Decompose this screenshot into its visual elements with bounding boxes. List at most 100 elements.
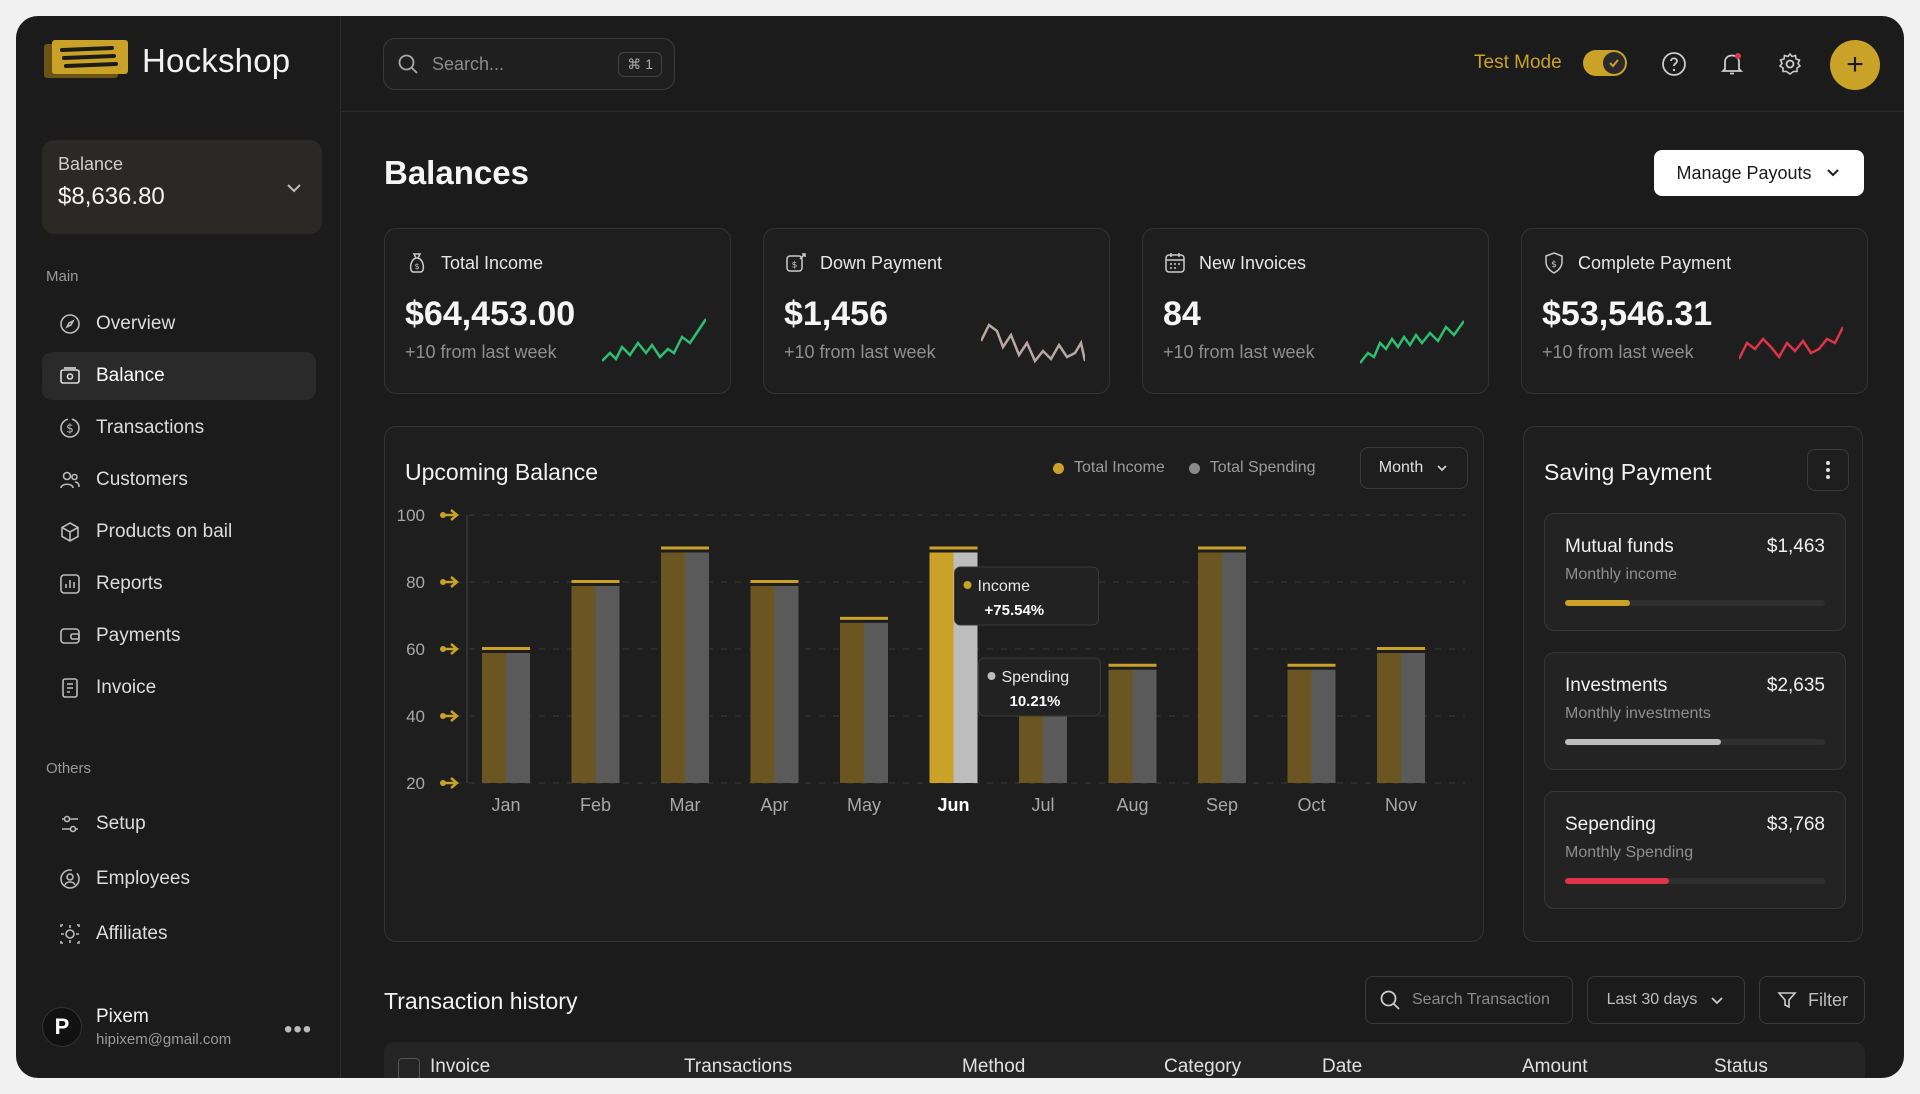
sidebar-item-overview[interactable]: Overview bbox=[42, 300, 316, 348]
sidebar-item-transactions[interactable]: $ Transactions bbox=[42, 404, 316, 452]
brand-logo[interactable]: Hockshop bbox=[42, 38, 290, 84]
top-bar: Search... ⌘ 1 Test Mode + bbox=[341, 16, 1904, 112]
progress-fill bbox=[1565, 739, 1721, 745]
wallet-icon bbox=[60, 367, 80, 384]
sidebar-item-reports[interactable]: Reports bbox=[42, 560, 316, 608]
app-window: Hockshop Balance $8,636.80 Main Overview… bbox=[16, 16, 1904, 1078]
section-title-others: Others bbox=[46, 760, 92, 777]
sidebar-item-balance[interactable]: Balance bbox=[42, 352, 316, 400]
search-icon bbox=[398, 54, 418, 74]
x-tick-label: Jan bbox=[491, 795, 520, 815]
column-header-amount[interactable]: Amount bbox=[1522, 1056, 1588, 1077]
search-input[interactable]: Search... ⌘ 1 bbox=[383, 38, 675, 90]
tooltip-spending bbox=[978, 657, 1101, 717]
saving-name: Investments bbox=[1565, 675, 1668, 696]
income-bar bbox=[750, 586, 775, 783]
tooltip-income bbox=[954, 566, 1099, 626]
saving-item-spending[interactable]: Sepending $3,768 Monthly Spending bbox=[1544, 791, 1846, 909]
income-bar bbox=[840, 622, 864, 783]
sidebar-item-label: Balance bbox=[96, 365, 165, 386]
transaction-search-placeholder: Search Transaction bbox=[1412, 991, 1550, 1008]
spending-bar bbox=[685, 552, 709, 783]
gear-icon[interactable] bbox=[1777, 51, 1803, 77]
balance-selector[interactable]: Balance $8,636.80 bbox=[42, 140, 322, 234]
filter-icon bbox=[1777, 992, 1797, 1009]
compass-icon bbox=[60, 314, 80, 334]
progress-fill bbox=[1565, 600, 1630, 606]
income-bar-cap bbox=[1108, 663, 1157, 667]
progress-track bbox=[1565, 878, 1825, 884]
column-header-method[interactable]: Method bbox=[962, 1056, 1026, 1077]
notification-bell-icon[interactable] bbox=[1719, 51, 1745, 77]
spending-bar bbox=[1132, 669, 1157, 783]
section-title-main: Main bbox=[46, 268, 79, 285]
chart-title: Upcoming Balance bbox=[405, 459, 599, 485]
tooltip-spending-value: 10.21% bbox=[1010, 693, 1061, 710]
user-name: Pixem bbox=[96, 1006, 149, 1027]
select-all-checkbox[interactable] bbox=[398, 1058, 420, 1078]
filter-button[interactable]: Filter bbox=[1759, 976, 1865, 1024]
column-header-date[interactable]: Date bbox=[1322, 1056, 1363, 1077]
period-select[interactable]: Month bbox=[1360, 447, 1468, 489]
column-header-invoice[interactable]: Invoice bbox=[430, 1056, 491, 1077]
sparkline-total-income bbox=[602, 318, 706, 362]
stat-label: Total Income bbox=[441, 252, 544, 273]
sidebar-item-payments[interactable]: Payments bbox=[42, 612, 316, 660]
transaction-search-input[interactable]: Search Transaction bbox=[1365, 976, 1573, 1024]
saving-desc: Monthly Spending bbox=[1565, 844, 1694, 861]
sidebar-item-employees[interactable]: Employees bbox=[42, 855, 316, 903]
stat-card-complete-payment[interactable]: $ Complete Payment $53,546.31 +10 from l… bbox=[1521, 228, 1868, 394]
sidebar-item-products-on-bail[interactable]: Products on bail bbox=[42, 508, 316, 556]
column-header-status[interactable]: Status bbox=[1714, 1056, 1768, 1077]
income-bar-cap bbox=[840, 616, 888, 620]
stat-card-new-invoices[interactable]: New Invoices 84 +10 from last week bbox=[1142, 228, 1489, 394]
sidebar-item-affiliates[interactable]: Affiliates bbox=[42, 910, 316, 958]
test-mode-toggle[interactable] bbox=[1583, 50, 1627, 76]
add-button[interactable]: + bbox=[1830, 40, 1880, 90]
x-tick-label: Feb bbox=[580, 795, 611, 815]
user-profile[interactable]: P Pixem hipixem@gmail.com bbox=[42, 1006, 231, 1048]
sidebar-item-setup[interactable]: Setup bbox=[42, 800, 316, 848]
x-tick-label: Nov bbox=[1385, 795, 1417, 815]
x-tick-label: Sep bbox=[1206, 795, 1238, 815]
sidebar-item-label: Overview bbox=[96, 313, 176, 334]
more-options-icon[interactable]: ••• bbox=[284, 1016, 313, 1043]
x-tick-label: Jun bbox=[937, 795, 969, 815]
stat-card-down-payment[interactable]: $ Down Payment $1,456 +10 from last week bbox=[763, 228, 1110, 394]
saving-item-investments[interactable]: Investments $2,635 Monthly investments bbox=[1544, 652, 1846, 770]
sidebar-item-label: Setup bbox=[96, 813, 146, 834]
spending-bar bbox=[1222, 552, 1246, 783]
transaction-table-header: Invoice Transactions Method Category Dat… bbox=[384, 1042, 1865, 1078]
sidebar-item-customers[interactable]: Customers bbox=[42, 456, 316, 504]
sidebar-item-invoice[interactable]: Invoice bbox=[42, 664, 316, 712]
upcoming-balance-chart: 100 80 60 40 20 Jan Feb Mar Apr May Jun Jul Aug Sep Oc… bbox=[397, 506, 1465, 815]
legend-spending[interactable]: Total Spending bbox=[1188, 459, 1316, 477]
x-tick-label: May bbox=[847, 795, 881, 815]
y-axis-marker-dot bbox=[440, 713, 446, 719]
sidebar-item-label: Payments bbox=[96, 625, 181, 646]
saving-more-button[interactable] bbox=[1807, 449, 1849, 491]
income-bar-cap bbox=[1198, 546, 1246, 550]
saving-item-mutual-funds[interactable]: Mutual funds $1,463 Monthly income bbox=[1544, 513, 1846, 631]
sidebar-item-label: Products on bail bbox=[96, 521, 233, 542]
column-header-transactions[interactable]: Transactions bbox=[684, 1056, 793, 1077]
legend-income[interactable]: Total Income bbox=[1053, 459, 1165, 477]
stat-change: +10 from last week bbox=[405, 342, 557, 362]
spending-bar bbox=[595, 586, 620, 783]
income-bar-cap bbox=[1287, 663, 1336, 667]
x-tick-label: Oct bbox=[1297, 795, 1325, 815]
column-header-category[interactable]: Category bbox=[1164, 1056, 1242, 1077]
date-range-select[interactable]: Last 30 days bbox=[1587, 976, 1745, 1024]
saving-amount: $3,768 bbox=[1766, 814, 1825, 835]
svg-text:$: $ bbox=[792, 261, 798, 271]
manage-payouts-button[interactable]: Manage Payouts bbox=[1654, 150, 1864, 196]
income-bar bbox=[661, 552, 685, 783]
help-icon[interactable] bbox=[1661, 51, 1687, 77]
kebab-icon bbox=[1826, 461, 1830, 479]
saving-name: Mutual funds bbox=[1565, 536, 1674, 557]
stat-card-total-income[interactable]: $ Total Income $64,453.00 +10 from last … bbox=[384, 228, 731, 394]
progress-track bbox=[1565, 739, 1825, 745]
chevron-down-icon bbox=[287, 184, 301, 193]
payment-icon bbox=[60, 628, 80, 644]
search-icon bbox=[1380, 990, 1400, 1010]
